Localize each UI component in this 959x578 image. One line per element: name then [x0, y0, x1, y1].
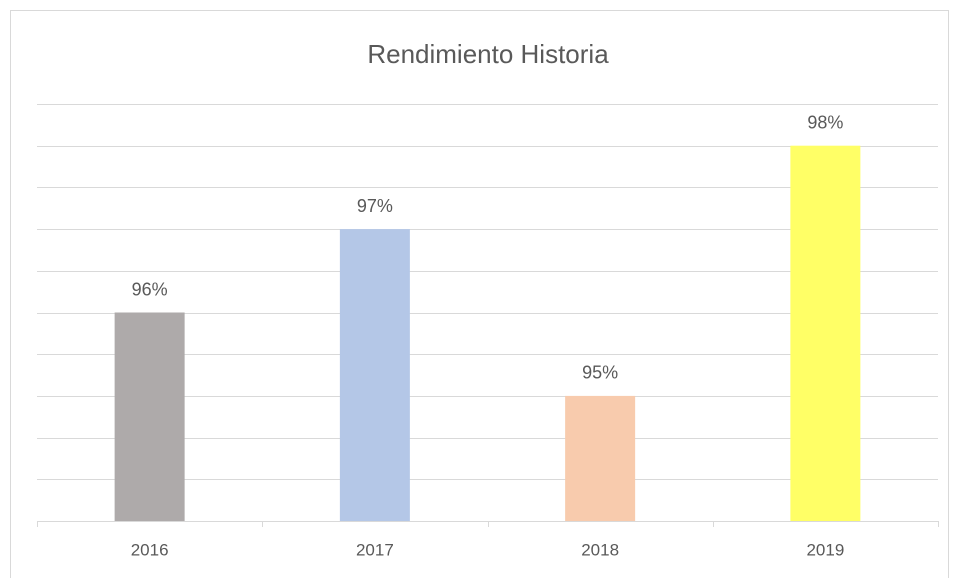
- data-label: 96%: [132, 279, 168, 299]
- bar: [339, 229, 410, 521]
- data-label: 95%: [582, 363, 618, 383]
- bar: [114, 312, 185, 521]
- x-tick-label: 2016: [131, 540, 169, 559]
- bar: [790, 145, 861, 521]
- x-tick-label: 2018: [581, 540, 619, 559]
- bar: [565, 395, 636, 521]
- x-tick-label: 2017: [356, 540, 394, 559]
- x-tick-label: 2019: [806, 540, 844, 559]
- chart-title: Rendimiento Historia: [367, 39, 609, 69]
- data-label: 98%: [807, 112, 843, 132]
- data-label: 97%: [357, 196, 393, 216]
